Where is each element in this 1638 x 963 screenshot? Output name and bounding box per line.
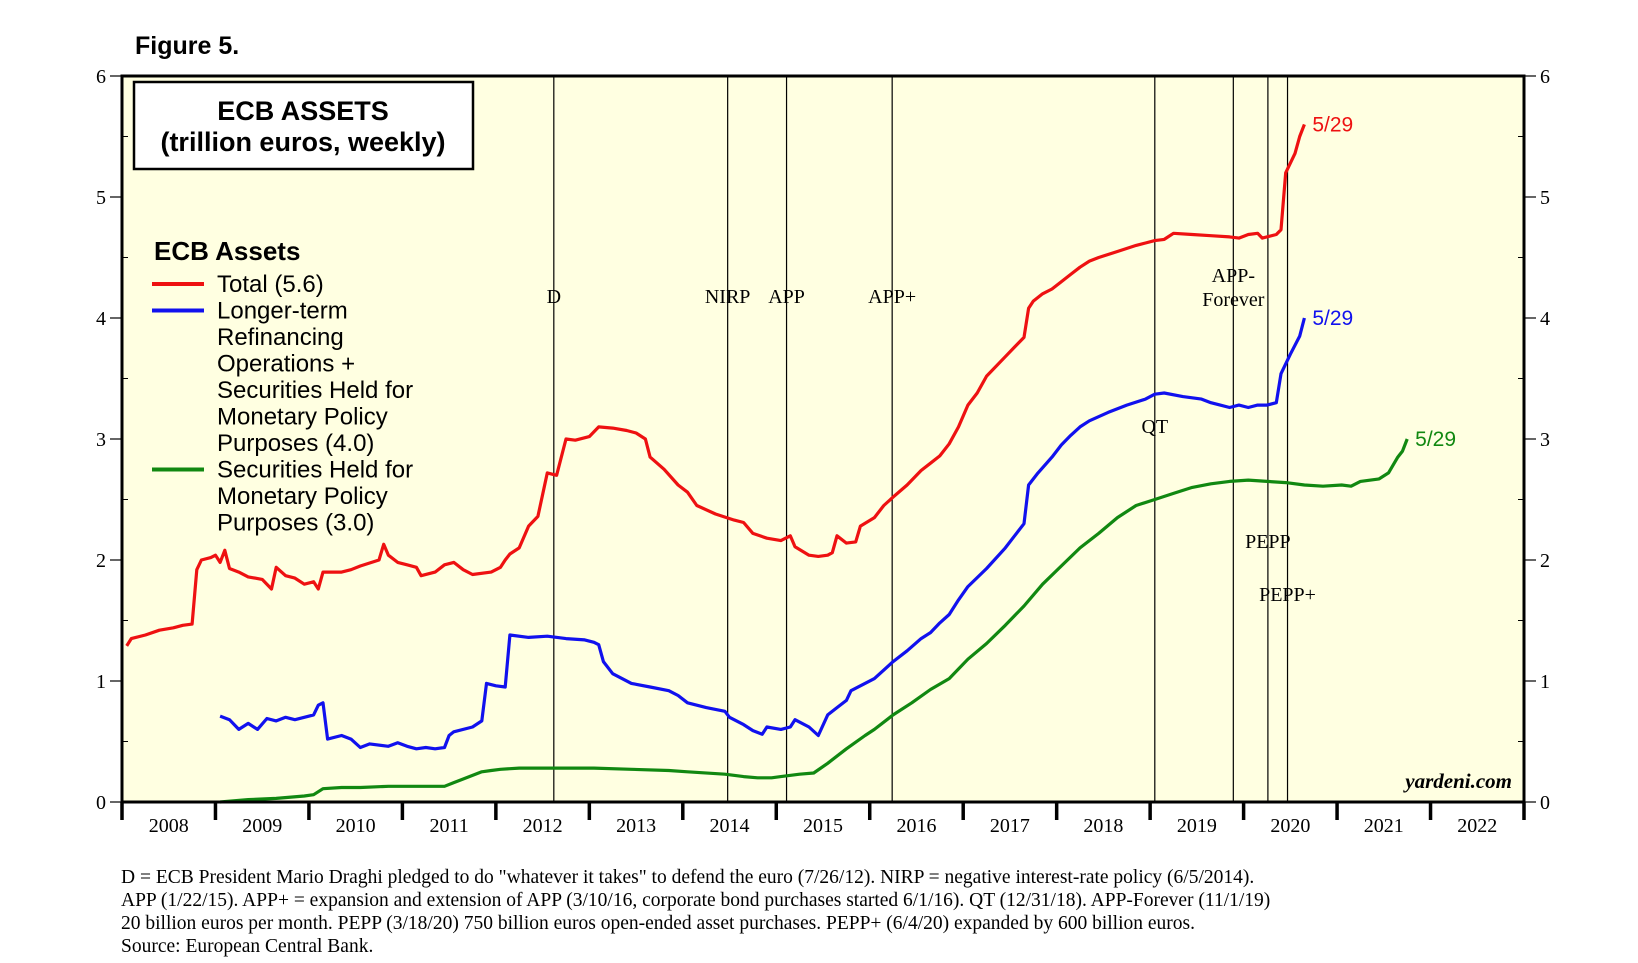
x-tick-label: 2010 xyxy=(336,815,376,837)
footnote-line: D = ECB President Mario Draghi pledged t… xyxy=(121,867,1255,888)
y-tick-label-left: 6 xyxy=(96,66,106,88)
legend-label: Total (5.6) xyxy=(217,271,324,298)
event-label: APP xyxy=(768,286,805,308)
x-tick-label: 2017 xyxy=(990,815,1030,837)
series-line-ltro xyxy=(219,317,1306,751)
data-series xyxy=(125,123,1409,804)
legend-label: Refinancing xyxy=(217,324,344,351)
footnote-line: APP (1/22/15). APP+ = expansion and exte… xyxy=(121,890,1271,911)
event-lines xyxy=(553,76,1289,802)
legend-label: Monetary Policy xyxy=(217,483,388,510)
event-label: NIRP xyxy=(705,286,751,308)
y-tick-label-right: 0 xyxy=(1540,792,1550,814)
y-tick-label-right: 1 xyxy=(1540,671,1550,693)
x-tick-label: 2012 xyxy=(523,815,563,837)
legend-label: Operations + xyxy=(217,351,355,378)
chart-title: ECB ASSETS xyxy=(217,96,389,126)
x-tick-label: 2008 xyxy=(149,815,189,837)
y-tick-label-left: 0 xyxy=(96,792,106,814)
y-tick-label-right: 4 xyxy=(1540,308,1550,330)
y-tick-label-left: 5 xyxy=(96,187,106,209)
x-tick-label: 2014 xyxy=(710,815,750,837)
x-tick-label: 2022 xyxy=(1457,815,1497,837)
figure-label: Figure 5. xyxy=(135,32,240,60)
event-label: PEPP xyxy=(1245,531,1291,553)
legend-label: Monetary Policy xyxy=(217,404,388,431)
series-line-total xyxy=(125,123,1306,647)
x-tick-label: 2019 xyxy=(1177,815,1217,837)
series-end-label: 5/29 xyxy=(1312,307,1353,330)
chart-labels: D NIRP APP APP+ QT APP-Forever PEPP PEPP+ 5/29 5/… xyxy=(547,113,1512,793)
legend-label: Securities Held for xyxy=(217,377,413,404)
series-line-smp xyxy=(219,438,1409,804)
legend-label: Securities Held for xyxy=(217,457,413,484)
watermark: yardeni.com xyxy=(1402,769,1512,793)
x-tick-label: 2018 xyxy=(1083,815,1123,837)
x-tick-label: 2013 xyxy=(616,815,656,837)
plot-background xyxy=(122,76,1524,802)
footnote: D = ECB President Mario Draghi pledged t… xyxy=(121,866,1541,958)
title-box: ECB ASSETS (trillion euros, weekly) xyxy=(132,80,475,171)
legend-title: ECB Assets xyxy=(154,236,300,266)
plot-area xyxy=(122,76,1524,802)
axes: 0 0 1 1 2 2 3 3 4 4 5 5 6 6 2008 2009 2010 2011 2012 2013 20… xyxy=(96,66,1550,837)
legend: ECB Assets Total (5.6)Longer-termRefinanc… xyxy=(152,236,413,537)
x-tick-label: 2021 xyxy=(1364,815,1404,837)
y-tick-label-right: 3 xyxy=(1540,429,1550,451)
event-label: QT xyxy=(1141,416,1168,438)
chart-subtitle: (trillion euros, weekly) xyxy=(160,127,445,157)
y-tick-label-right: 6 xyxy=(1540,66,1550,88)
x-tick-label: 2020 xyxy=(1270,815,1310,837)
event-label: D xyxy=(547,286,561,308)
legend-label: Longer-term xyxy=(217,298,348,325)
series-end-label: 5/29 xyxy=(1312,113,1353,136)
footnote-line: Source: European Central Bank. xyxy=(121,936,374,957)
event-label: APP- xyxy=(1212,265,1255,287)
series-end-label: 5/29 xyxy=(1415,428,1456,451)
y-tick-label-right: 5 xyxy=(1540,187,1550,209)
y-tick-label-left: 2 xyxy=(96,550,106,572)
y-tick-label-left: 1 xyxy=(96,671,106,693)
event-label: PEPP+ xyxy=(1259,584,1316,606)
chart: 0 0 1 1 2 2 3 3 4 4 5 5 6 6 2008 2009 2010 2011 2012 2013 20… xyxy=(96,66,1550,837)
y-tick-label-left: 3 xyxy=(96,429,106,451)
y-tick-label-right: 2 xyxy=(1540,550,1550,572)
x-tick-label: 2009 xyxy=(242,815,282,837)
legend-label: Purposes (3.0) xyxy=(217,510,374,537)
x-tick-label: 2011 xyxy=(430,815,469,837)
legend-label: Purposes (4.0) xyxy=(217,430,374,457)
event-label: Forever xyxy=(1202,289,1265,311)
x-tick-label: 2015 xyxy=(803,815,843,837)
y-tick-label-left: 4 xyxy=(96,308,106,330)
footnote-line: 20 billion euros per month. PEPP (3/18/2… xyxy=(121,913,1195,934)
event-label: APP+ xyxy=(868,286,916,308)
x-tick-label: 2016 xyxy=(896,815,936,837)
